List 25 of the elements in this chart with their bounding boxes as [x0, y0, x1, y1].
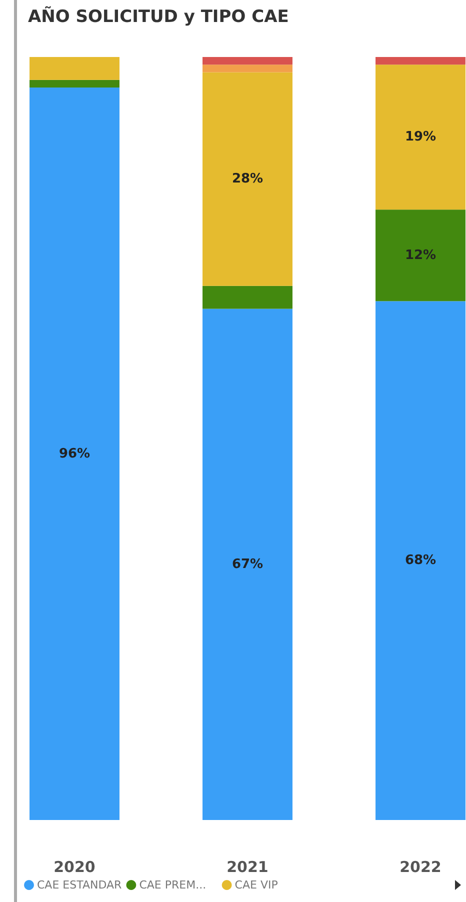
bar	[376, 64, 466, 210]
legend-label: CAE ESTANDAR	[37, 878, 122, 892]
data-label: 96%	[58, 446, 90, 462]
bar	[30, 57, 120, 80]
bar	[376, 301, 466, 820]
data-label: 19%	[404, 130, 436, 145]
bar	[202, 286, 292, 309]
data-label: 67%	[232, 556, 264, 572]
data-label: 12%	[404, 248, 436, 263]
x-tick-label: 2020	[54, 858, 96, 876]
bar	[202, 308, 292, 820]
bar	[376, 210, 466, 302]
legend-label: CAE PREM...	[139, 878, 206, 892]
bar	[30, 88, 120, 820]
x-tick-label: 2022	[400, 858, 442, 876]
data-label: 68%	[404, 553, 436, 568]
bar	[376, 57, 466, 65]
data-label: 28%	[232, 172, 264, 187]
bar	[202, 64, 292, 72]
legend-label: CAE VIP	[234, 878, 278, 892]
bar	[202, 57, 292, 65]
bar	[202, 72, 292, 286]
bar	[30, 80, 120, 88]
x-tick-label: 2021	[226, 858, 268, 876]
chart-title: AÑO SOLICITUD y TIPO CAE	[28, 6, 289, 27]
